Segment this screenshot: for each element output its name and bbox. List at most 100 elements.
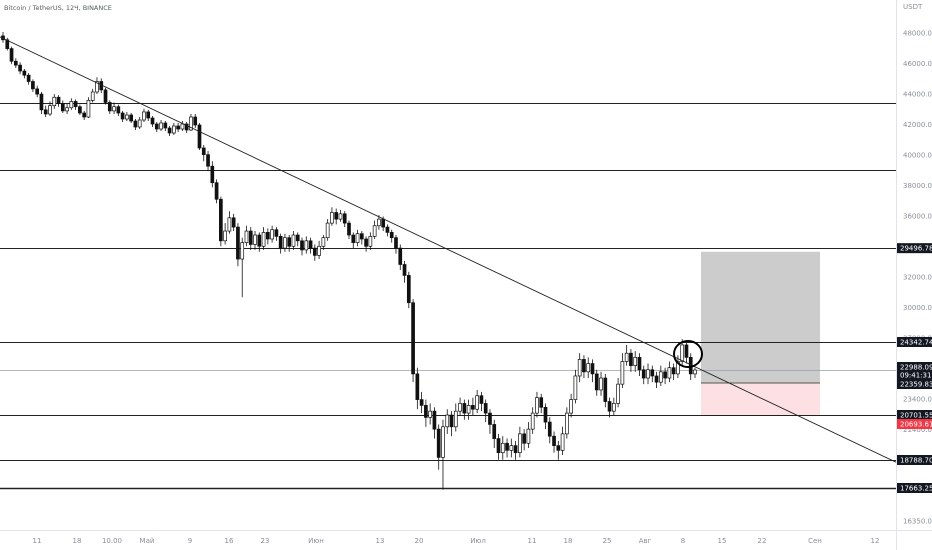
time-tick-label: 11	[528, 537, 537, 545]
candle-down	[133, 120, 138, 128]
candle-up	[616, 383, 620, 404]
candle-up	[137, 119, 142, 128]
candle-down	[265, 232, 270, 240]
candle-up	[291, 234, 296, 247]
candle-up	[680, 344, 685, 362]
candle-up	[458, 403, 462, 412]
price-badges: 29496.78 24342.74 20701.55 18788.70 17663.25…	[897, 243, 932, 493]
candle-down	[684, 344, 689, 358]
candle-up	[693, 369, 697, 375]
candle-down	[629, 352, 633, 366]
profit-zone	[701, 251, 820, 383]
price-badge-label: 20693.61	[900, 421, 932, 429]
candle-down	[214, 182, 219, 200]
candle-down	[129, 114, 133, 122]
candle-up	[317, 245, 321, 256]
candle-up	[667, 367, 672, 379]
candle-down	[60, 103, 65, 112]
candle-up	[518, 433, 522, 454]
time-tick-label: Июн	[308, 537, 324, 545]
candle-up	[52, 96, 57, 106]
candle-up	[180, 123, 185, 130]
time-tick-label: 8	[681, 537, 685, 545]
price-badge-label: 29496.78	[900, 245, 932, 253]
price-badge-label: 22988.09	[900, 364, 932, 372]
candle-down	[607, 401, 612, 412]
candle-up	[441, 426, 445, 458]
candle-down	[654, 375, 659, 383]
price-tick-label: 30000.00	[903, 304, 932, 312]
candle-up	[620, 361, 625, 385]
price-badge-label: 24342.74	[900, 339, 932, 347]
candle-down	[193, 116, 198, 126]
candle-up	[355, 233, 360, 243]
candle-up	[253, 234, 257, 245]
price-tick-label: 36000.00	[903, 213, 932, 221]
candle-up	[112, 106, 116, 112]
candle-up	[325, 222, 330, 239]
candle-up	[304, 240, 309, 251]
candle-up	[368, 236, 373, 247]
candle-down	[231, 217, 236, 228]
candle-down	[347, 222, 351, 236]
candle-down	[5, 39, 10, 49]
candle-down	[449, 414, 454, 428]
candle-up	[466, 405, 471, 414]
candle-down	[18, 64, 22, 72]
candle-up	[453, 410, 458, 428]
price-tick-label: 46000.00	[903, 60, 932, 68]
candle-down	[496, 438, 501, 454]
candle-down	[39, 93, 44, 111]
candle-down	[385, 226, 390, 233]
candle-down	[603, 377, 608, 402]
candle-down	[167, 127, 172, 134]
candle-down	[300, 240, 304, 251]
candle-down	[43, 109, 48, 115]
candle-down	[154, 123, 159, 130]
candle-down	[312, 247, 317, 256]
candle-down	[308, 240, 313, 249]
candle-up	[633, 357, 638, 366]
candle-down	[287, 237, 292, 247]
candle-up	[530, 412, 535, 430]
candle-up	[372, 225, 377, 237]
candle-down	[364, 238, 368, 247]
candle-down	[176, 125, 180, 130]
candle-up	[646, 369, 650, 379]
candle-down	[146, 111, 151, 119]
candle-down	[22, 70, 27, 76]
price-badge	[897, 370, 932, 380]
candle-down	[56, 96, 61, 104]
time-tick-label: 10.00	[102, 537, 122, 545]
time-axis: 11 18 10.00 Май 9 16 23 Июн 13 20 Июл 11 18 25 Авг 8 15 2…	[0, 530, 932, 545]
candle-down	[543, 406, 548, 423]
price-badge	[897, 243, 932, 254]
candle-down	[492, 424, 497, 439]
candle-up	[535, 397, 539, 414]
candle-down	[295, 234, 300, 242]
candle-down	[419, 399, 424, 406]
trendline-layer	[0, 36, 897, 463]
time-tick-label: 23	[261, 537, 270, 545]
price-badge	[897, 483, 932, 493]
candle-up	[227, 217, 232, 232]
candle-down	[9, 48, 14, 62]
candle-up	[500, 442, 505, 454]
candle-up	[125, 114, 129, 120]
candle-down	[248, 230, 253, 245]
price-badge-label: 20701.55	[900, 412, 932, 420]
candle-down	[116, 106, 121, 114]
candle-up	[172, 125, 176, 134]
candle-down	[257, 234, 262, 247]
candle-up	[338, 213, 343, 220]
candle-down	[163, 122, 168, 129]
candle-up	[261, 232, 266, 247]
candle-down	[552, 435, 556, 446]
breakout-circle	[673, 340, 703, 368]
time-tick-label: 18	[564, 537, 573, 545]
candle-up	[377, 218, 381, 227]
candle-up	[509, 445, 514, 451]
price-badge-label: 09:41:31	[900, 372, 931, 380]
candle-down	[432, 410, 437, 430]
